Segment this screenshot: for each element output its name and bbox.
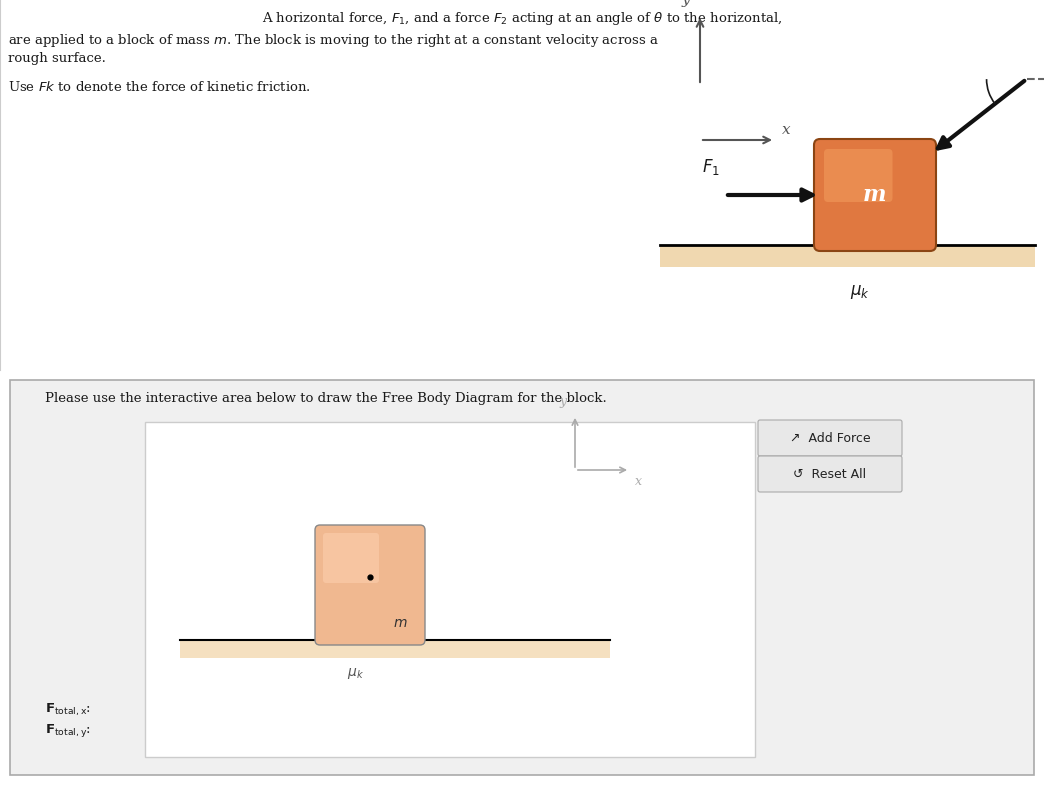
Text: y: y xyxy=(560,395,567,408)
FancyBboxPatch shape xyxy=(315,525,425,645)
FancyBboxPatch shape xyxy=(758,456,902,492)
Text: x: x xyxy=(635,475,642,488)
FancyBboxPatch shape xyxy=(145,422,755,757)
Text: ↗  Add Force: ↗ Add Force xyxy=(789,431,871,445)
Text: y: y xyxy=(682,0,690,7)
Text: $\mathbf{F}_{\mathrm{total,x}}$:: $\mathbf{F}_{\mathrm{total,x}}$: xyxy=(45,702,91,718)
Text: x: x xyxy=(782,123,790,137)
Text: $m$: $m$ xyxy=(394,616,408,630)
Polygon shape xyxy=(660,245,1035,267)
Text: $\mu_k$: $\mu_k$ xyxy=(850,283,870,301)
FancyBboxPatch shape xyxy=(824,149,893,202)
Text: $\mathbf{F}_{\mathrm{total,y}}$:: $\mathbf{F}_{\mathrm{total,y}}$: xyxy=(45,722,91,739)
Polygon shape xyxy=(180,640,610,658)
FancyBboxPatch shape xyxy=(758,420,902,456)
Text: $\mu_k$: $\mu_k$ xyxy=(347,666,363,681)
FancyBboxPatch shape xyxy=(323,533,379,583)
Text: $F_1$: $F_1$ xyxy=(702,157,720,177)
Text: A horizontal force, $F_1$, and a force $F_2$ acting at an angle of $\theta$ to t: A horizontal force, $F_1$, and a force $… xyxy=(262,10,782,27)
FancyBboxPatch shape xyxy=(814,139,936,251)
Text: ↺  Reset All: ↺ Reset All xyxy=(793,468,867,480)
Text: Use $\mathit{Fk}$ to denote the force of kinetic friction.: Use $\mathit{Fk}$ to denote the force of… xyxy=(8,80,311,94)
Text: m: m xyxy=(863,184,886,206)
FancyBboxPatch shape xyxy=(10,380,1034,775)
Text: Please use the interactive area below to draw the Free Body Diagram for the bloc: Please use the interactive area below to… xyxy=(45,392,607,405)
Text: rough surface.: rough surface. xyxy=(8,52,105,65)
Text: are applied to a block of mass $m$. The block is moving to the right at a consta: are applied to a block of mass $m$. The … xyxy=(8,32,659,49)
